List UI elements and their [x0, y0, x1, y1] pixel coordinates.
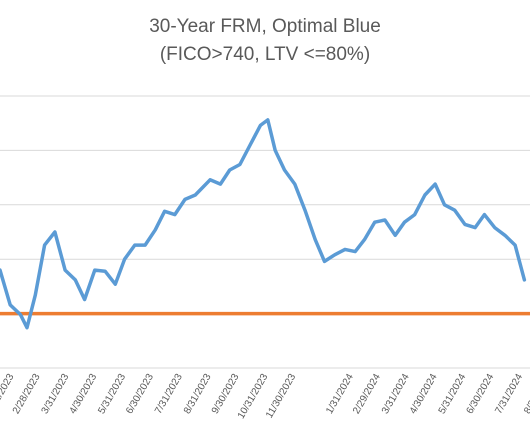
x-tick-label: 8/31/2023: [182, 372, 214, 416]
x-tick-label: 6/30/2023: [124, 372, 156, 416]
x-tick-label: 6/30/2024: [465, 372, 497, 416]
x-tick-label: 4/30/2023: [68, 372, 100, 416]
x-tick-label: 9/30/2023: [210, 372, 242, 416]
chart-subtitle: (FICO>740, LTV <=80%): [160, 44, 370, 65]
chart-title: 30-Year FRM, Optimal Blue: [149, 16, 381, 37]
x-tick-label: 3/31/2023: [40, 372, 72, 416]
series-line: [0, 118, 527, 330]
x-tick-label: 5/31/2024: [437, 372, 469, 416]
x-tick-label: 2/29/2024: [351, 372, 383, 416]
x-tick-label: 7/31/2023: [153, 372, 185, 416]
x-tick-label: 3/31/2024: [380, 372, 412, 416]
x-tick-label: 5/31/2023: [96, 372, 128, 416]
x-tick-label: 4/30/2024: [408, 372, 440, 416]
x-tick-label: 7/31/2024: [493, 372, 525, 416]
